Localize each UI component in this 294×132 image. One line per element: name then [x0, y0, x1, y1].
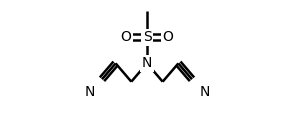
Text: N: N: [199, 85, 210, 99]
Text: S: S: [143, 30, 151, 44]
Text: N: N: [84, 85, 95, 99]
Text: O: O: [121, 30, 131, 44]
Text: N: N: [142, 56, 152, 70]
Text: O: O: [163, 30, 173, 44]
